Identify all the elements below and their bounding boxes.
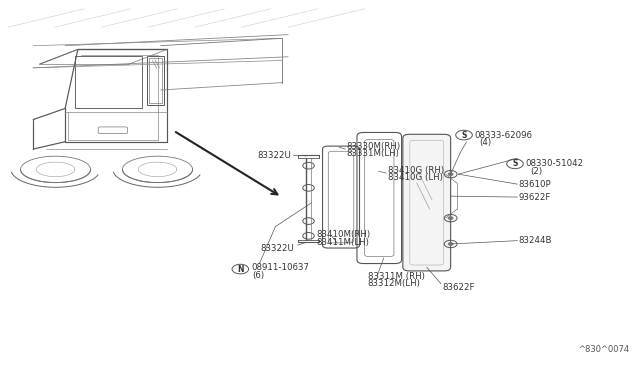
Text: N: N <box>237 264 244 273</box>
Text: (6): (6) <box>252 271 264 280</box>
Text: 83331M(LH): 83331M(LH) <box>347 150 399 158</box>
Text: 83411M(LH): 83411M(LH) <box>317 238 370 247</box>
Text: ^830^0074: ^830^0074 <box>578 345 629 354</box>
Text: 83322U: 83322U <box>257 151 291 160</box>
Text: 08333-62096: 08333-62096 <box>474 131 532 140</box>
Text: 08330-51042: 08330-51042 <box>525 159 583 169</box>
Text: 08911-10637: 08911-10637 <box>252 263 310 272</box>
Text: 83610P: 83610P <box>519 180 552 189</box>
Text: 83322U: 83322U <box>260 244 294 253</box>
Text: 83410G (RH): 83410G (RH) <box>388 166 444 175</box>
Text: S: S <box>512 159 518 169</box>
Text: 83410M(RH): 83410M(RH) <box>317 230 371 239</box>
Text: (2): (2) <box>531 167 543 176</box>
FancyBboxPatch shape <box>403 134 451 271</box>
Text: 93622F: 93622F <box>519 193 551 202</box>
Circle shape <box>448 243 453 246</box>
Text: 83330M(RH): 83330M(RH) <box>347 142 401 151</box>
Circle shape <box>448 173 453 176</box>
Text: 83244B: 83244B <box>519 236 552 245</box>
Circle shape <box>448 217 453 219</box>
Text: 83312M(LH): 83312M(LH) <box>368 279 420 288</box>
Text: 83311M (RH): 83311M (RH) <box>368 272 425 281</box>
Text: (4): (4) <box>479 138 492 147</box>
Text: S: S <box>461 131 467 140</box>
Text: 83622F: 83622F <box>442 283 475 292</box>
Text: 83410G (LH): 83410G (LH) <box>388 173 442 182</box>
